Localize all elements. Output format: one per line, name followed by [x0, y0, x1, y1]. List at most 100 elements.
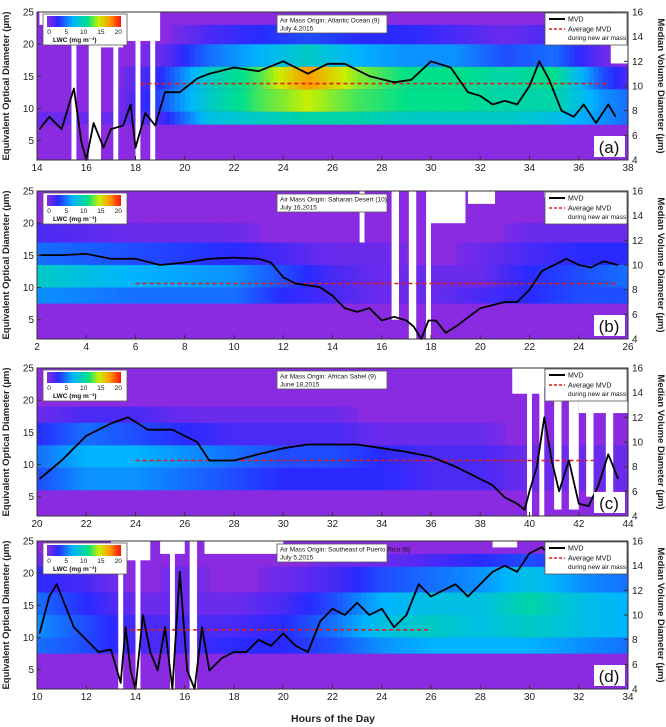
- heat-cell: [253, 422, 260, 446]
- heat-cell: [145, 287, 151, 304]
- heat-cell: [480, 566, 486, 593]
- colorbar-tick-label: 15: [97, 385, 105, 392]
- heat-cell: [480, 287, 486, 304]
- heat-cell: [480, 553, 486, 567]
- heat-cell: [504, 615, 511, 638]
- heat-cell: [150, 637, 156, 654]
- heat-cell: [263, 66, 270, 90]
- heat-cell: [224, 223, 230, 243]
- heat-cell: [41, 467, 48, 491]
- heat-cell: [539, 223, 545, 243]
- heat-cell: [322, 637, 329, 654]
- heat-cell: [268, 287, 274, 304]
- heat-cell: [509, 242, 516, 265]
- heat-cell: [411, 553, 417, 567]
- heat-cell: [465, 592, 471, 615]
- x-tick-label: 8: [182, 342, 188, 353]
- heat-cell: [307, 592, 314, 615]
- heat-cell: [588, 44, 595, 67]
- heat-cell: [578, 111, 585, 125]
- heat-cell: [426, 66, 432, 90]
- heat-cell: [618, 242, 624, 265]
- heat-cell: [431, 66, 437, 90]
- heat-cell: [317, 566, 324, 593]
- heat-cell: [130, 287, 137, 304]
- heat-cell: [618, 66, 624, 90]
- heat-cell: [317, 24, 324, 45]
- heat-cell: [529, 566, 536, 593]
- heat-cell: [189, 242, 196, 265]
- heat-cell: [327, 422, 334, 446]
- heat-cell: [253, 592, 260, 615]
- heat-cell: [51, 637, 58, 654]
- heat-cell: [460, 592, 467, 615]
- heat-cell: [110, 242, 117, 265]
- heat-cell: [283, 467, 289, 491]
- heat-cell: [155, 287, 161, 304]
- heat-cell: [499, 422, 506, 446]
- heat-cell: [263, 24, 270, 45]
- heat-cell: [426, 615, 432, 638]
- heat-cell: [41, 287, 48, 304]
- heat-cell: [293, 111, 299, 125]
- heat-cell: [238, 242, 245, 265]
- heat-cell: [219, 615, 225, 638]
- heat-cell: [539, 566, 545, 593]
- heat-cell: [115, 265, 122, 288]
- heat-cell: [465, 242, 471, 265]
- heat-cell: [302, 406, 309, 423]
- heat-cell: [386, 592, 393, 615]
- heat-cell: [51, 445, 58, 468]
- heat-cell: [347, 566, 353, 593]
- heat-cell: [312, 44, 319, 67]
- y-left-tick-label: 25: [23, 187, 35, 198]
- heat-cell: [460, 287, 467, 304]
- heat-cell: [204, 592, 210, 615]
- data-gap: [204, 541, 284, 554]
- heat-cell: [41, 242, 48, 265]
- heat-cell: [416, 566, 422, 593]
- heat-cell: [593, 223, 600, 243]
- heat-cell: [86, 615, 92, 638]
- heat-cell: [603, 615, 609, 638]
- heat-cell: [460, 242, 467, 265]
- heat-cell: [539, 553, 545, 567]
- heat-cell: [214, 467, 220, 491]
- heat-cell: [455, 422, 462, 446]
- heat-cell: [357, 111, 363, 125]
- heat-cell: [194, 566, 201, 593]
- heat-cell: [559, 467, 565, 491]
- heat-cell: [366, 111, 373, 125]
- heat-cell: [485, 265, 491, 288]
- heat-cell: [381, 44, 388, 67]
- heat-cell: [573, 287, 580, 304]
- heat-cell: [362, 566, 368, 593]
- heat-cell: [140, 287, 146, 304]
- heat-cell: [504, 223, 511, 243]
- heat-cell: [608, 592, 614, 615]
- heat-cell: [105, 422, 112, 446]
- heat-cell: [298, 287, 304, 304]
- heat-cell: [91, 422, 97, 446]
- heat-cell: [421, 44, 427, 67]
- heat-cell: [509, 445, 516, 468]
- air-mass-title: Air Mass Origin: Saharan Desert (10): [280, 197, 387, 204]
- heat-cell: [480, 24, 486, 45]
- heat-cell: [366, 422, 373, 446]
- heat-cell: [549, 615, 555, 638]
- heat-cell: [440, 467, 447, 491]
- heat-cell: [426, 553, 432, 567]
- heat-cell: [229, 406, 235, 423]
- heat-cell: [248, 24, 255, 45]
- heat-cell: [120, 406, 127, 423]
- x-tick-label: 30: [278, 519, 290, 530]
- heat-cell: [549, 111, 555, 125]
- heat-cell: [224, 89, 230, 112]
- heat-cell: [357, 66, 363, 90]
- heat-cell: [283, 406, 289, 423]
- heat-cell: [362, 287, 368, 304]
- heat-cell: [509, 265, 516, 288]
- heat-cell: [386, 24, 393, 45]
- heat-cell: [243, 637, 250, 654]
